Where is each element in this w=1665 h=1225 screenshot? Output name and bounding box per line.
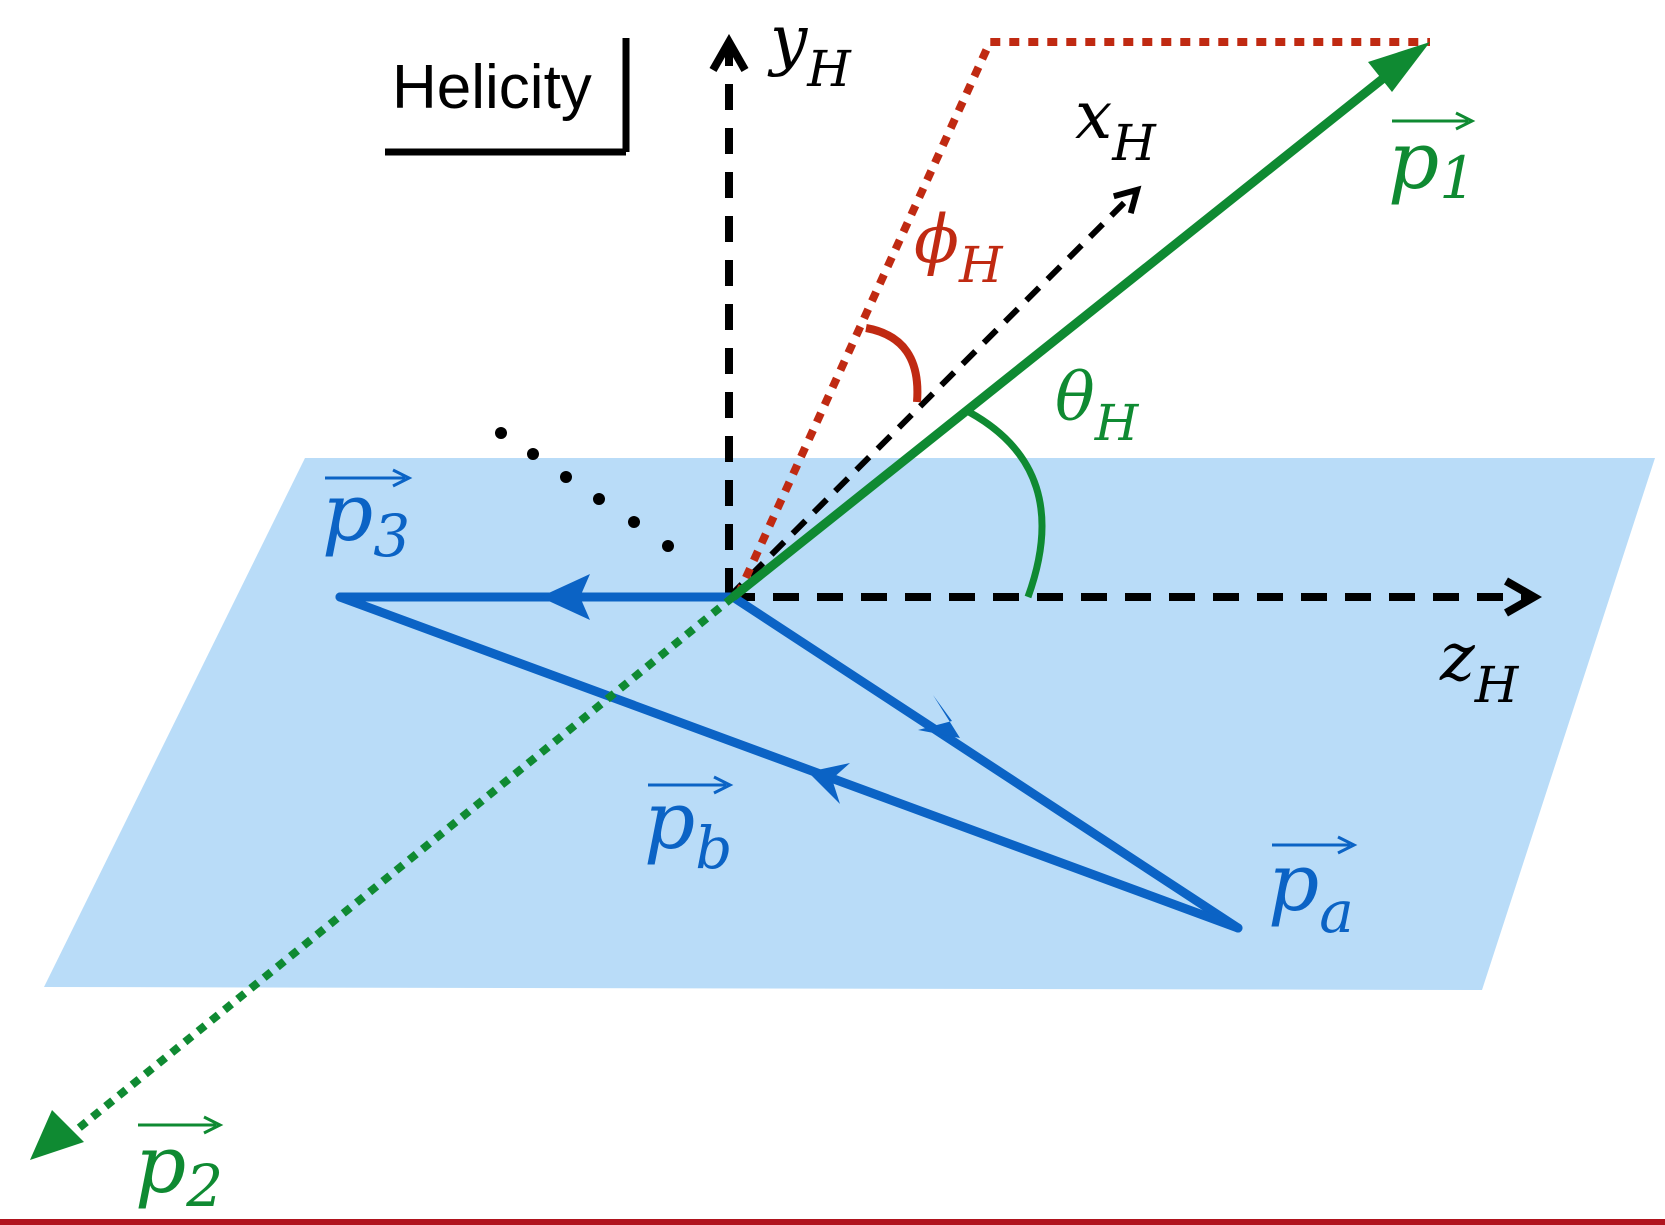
y-axis-label: yH	[767, 1, 852, 98]
pb-line	[335, 592, 1243, 933]
p1-projection-dotted	[734, 38, 1430, 597]
reaction-plane	[44, 458, 1655, 990]
dotted-guide-black	[495, 427, 674, 552]
phi-label: ϕH	[914, 201, 1004, 294]
vector-overarrow-icon	[648, 775, 734, 795]
arrowhead-icon	[540, 574, 590, 620]
theta-label: θH	[1055, 359, 1140, 452]
arrowhead-icon	[30, 1110, 84, 1160]
p3-label: p3	[322, 466, 413, 570]
vector-overarrow-icon	[325, 468, 413, 488]
theta-angle-arc	[967, 408, 1046, 599]
svg-text:pa: pa	[1268, 836, 1354, 946]
pa-line	[728, 592, 1243, 933]
pb-label: pb	[644, 774, 734, 882]
p1-vector	[730, 61, 1403, 601]
bottom-rule	[0, 1219, 1665, 1225]
svg-text:p3: p3	[322, 466, 410, 570]
arrowhead-icon	[808, 763, 850, 804]
p2-vector-dotted	[55, 593, 736, 1149]
helicity-badge: Helicity	[385, 38, 630, 156]
p2-label: p2	[135, 1115, 224, 1220]
p1-label: p1	[1388, 111, 1476, 212]
arrowhead-icon	[918, 695, 960, 738]
x-axis	[726, 185, 1142, 600]
vector-overarrow-icon	[138, 1115, 224, 1135]
vector-overarrow-icon	[1272, 835, 1358, 855]
svg-text:pb: pb	[644, 774, 732, 882]
z-axis-label: zH	[1439, 619, 1520, 714]
svg-text:p1: p1	[1388, 114, 1476, 212]
blue-arrowheads	[540, 574, 960, 804]
svg-text:p2: p2	[135, 1118, 223, 1220]
arrowhead-icon	[1368, 42, 1430, 92]
vector-overarrow-icon	[1392, 111, 1476, 131]
x-axis-label: xH	[1075, 77, 1157, 172]
helicity-label: Helicity	[392, 53, 592, 122]
blue-triangle	[335, 592, 1243, 933]
phi-angle-arc	[865, 324, 922, 403]
pa-label: pa	[1268, 835, 1358, 946]
